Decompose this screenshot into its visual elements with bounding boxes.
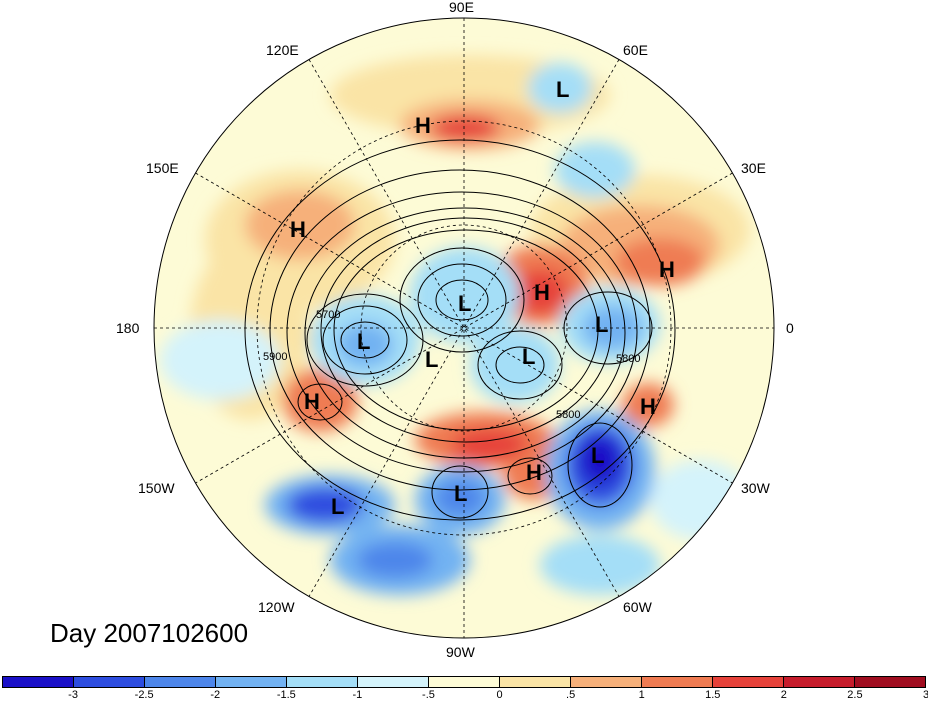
pressure-system-label: L bbox=[458, 291, 471, 316]
colorbar-tick-label: -1.5 bbox=[276, 689, 296, 701]
colorbar-segment bbox=[571, 677, 642, 687]
longitude-label: 60W bbox=[623, 599, 653, 615]
map-boundary bbox=[153, 17, 775, 639]
pressure-system-label: L bbox=[425, 347, 438, 372]
colorbar-tick-label: -3 bbox=[68, 689, 78, 701]
colorbar-segment bbox=[429, 677, 500, 687]
pressure-system-label: L bbox=[331, 494, 344, 519]
colorbar-tick-label: -2.5 bbox=[134, 689, 154, 701]
pressure-system-label: H bbox=[659, 257, 675, 282]
colorbar-tick-label: 2 bbox=[780, 689, 787, 701]
longitude-label: 120E bbox=[266, 42, 299, 58]
pressure-system-label: H bbox=[304, 389, 320, 414]
colorbar-segment bbox=[784, 677, 855, 687]
contour-label: 5800 bbox=[556, 409, 580, 421]
pressure-system-label: L bbox=[522, 344, 535, 369]
colorbar-segment bbox=[287, 677, 358, 687]
colorbar-tick-label: -2 bbox=[210, 689, 221, 701]
pressure-system-label: H bbox=[415, 113, 431, 138]
pressure-system-label: L bbox=[556, 77, 569, 102]
pressure-system-label: L bbox=[595, 312, 608, 337]
colorbar-segment bbox=[642, 677, 713, 687]
day-label: Day 2007102600 bbox=[50, 618, 249, 648]
colorbar-tick-label: .5 bbox=[566, 689, 576, 701]
colorbar-segment bbox=[500, 677, 571, 687]
contour-label-group: 5700 5900 5800 5800 bbox=[263, 309, 640, 421]
colorbar bbox=[2, 676, 926, 688]
colorbar-tick-label: 1.5 bbox=[705, 689, 721, 701]
colorbar-segment bbox=[145, 677, 216, 687]
colorbar-tick-label: 2.5 bbox=[847, 689, 863, 701]
colorbar-tick-label: 3 bbox=[922, 689, 928, 701]
longitude-label: 180 bbox=[116, 320, 140, 336]
contour-label: 5700 bbox=[316, 309, 340, 321]
graticule bbox=[154, 18, 774, 638]
pressure-system-labels: L H L H L H L L L H H L H L L H bbox=[290, 77, 675, 519]
pressure-system-label: H bbox=[534, 280, 550, 305]
contour-label: 5800 bbox=[616, 353, 640, 365]
colorbar-segment bbox=[74, 677, 145, 687]
longitude-labels: 90E 60E 30E 0 30W 60W 90W 120W 150W 180 … bbox=[116, 0, 794, 660]
longitude-label: 30E bbox=[741, 160, 766, 176]
colorbar-segment bbox=[3, 677, 74, 687]
pressure-system-label: H bbox=[290, 217, 306, 242]
longitude-label: 30W bbox=[741, 480, 771, 496]
pressure-system-label: L bbox=[357, 329, 370, 354]
anomaly-field bbox=[154, 18, 774, 638]
longitude-label: 150W bbox=[138, 480, 175, 496]
colorbar-tick-label: 1 bbox=[638, 689, 645, 701]
longitude-label: 120W bbox=[258, 599, 295, 615]
longitude-label: 90E bbox=[449, 0, 474, 15]
colorbar-segment bbox=[358, 677, 429, 687]
colorbar-tick-label: 0 bbox=[496, 689, 503, 701]
longitude-label: 150E bbox=[146, 160, 179, 176]
pressure-system-label: H bbox=[640, 394, 656, 419]
pressure-system-label: H bbox=[526, 460, 542, 485]
longitude-label: 90W bbox=[446, 644, 476, 660]
longitude-label: 0 bbox=[786, 320, 794, 336]
colorbar-segment bbox=[855, 677, 925, 687]
contour-label: 5900 bbox=[263, 351, 287, 363]
pressure-system-label: L bbox=[454, 481, 467, 506]
colorbar-segment bbox=[713, 677, 784, 687]
colorbar-segment bbox=[216, 677, 287, 687]
pressure-system-label: L bbox=[591, 443, 604, 468]
longitude-label: 60E bbox=[623, 42, 648, 58]
colorbar-tick-label: -1 bbox=[352, 689, 363, 701]
colorbar-tick-label: -.5 bbox=[422, 689, 435, 701]
